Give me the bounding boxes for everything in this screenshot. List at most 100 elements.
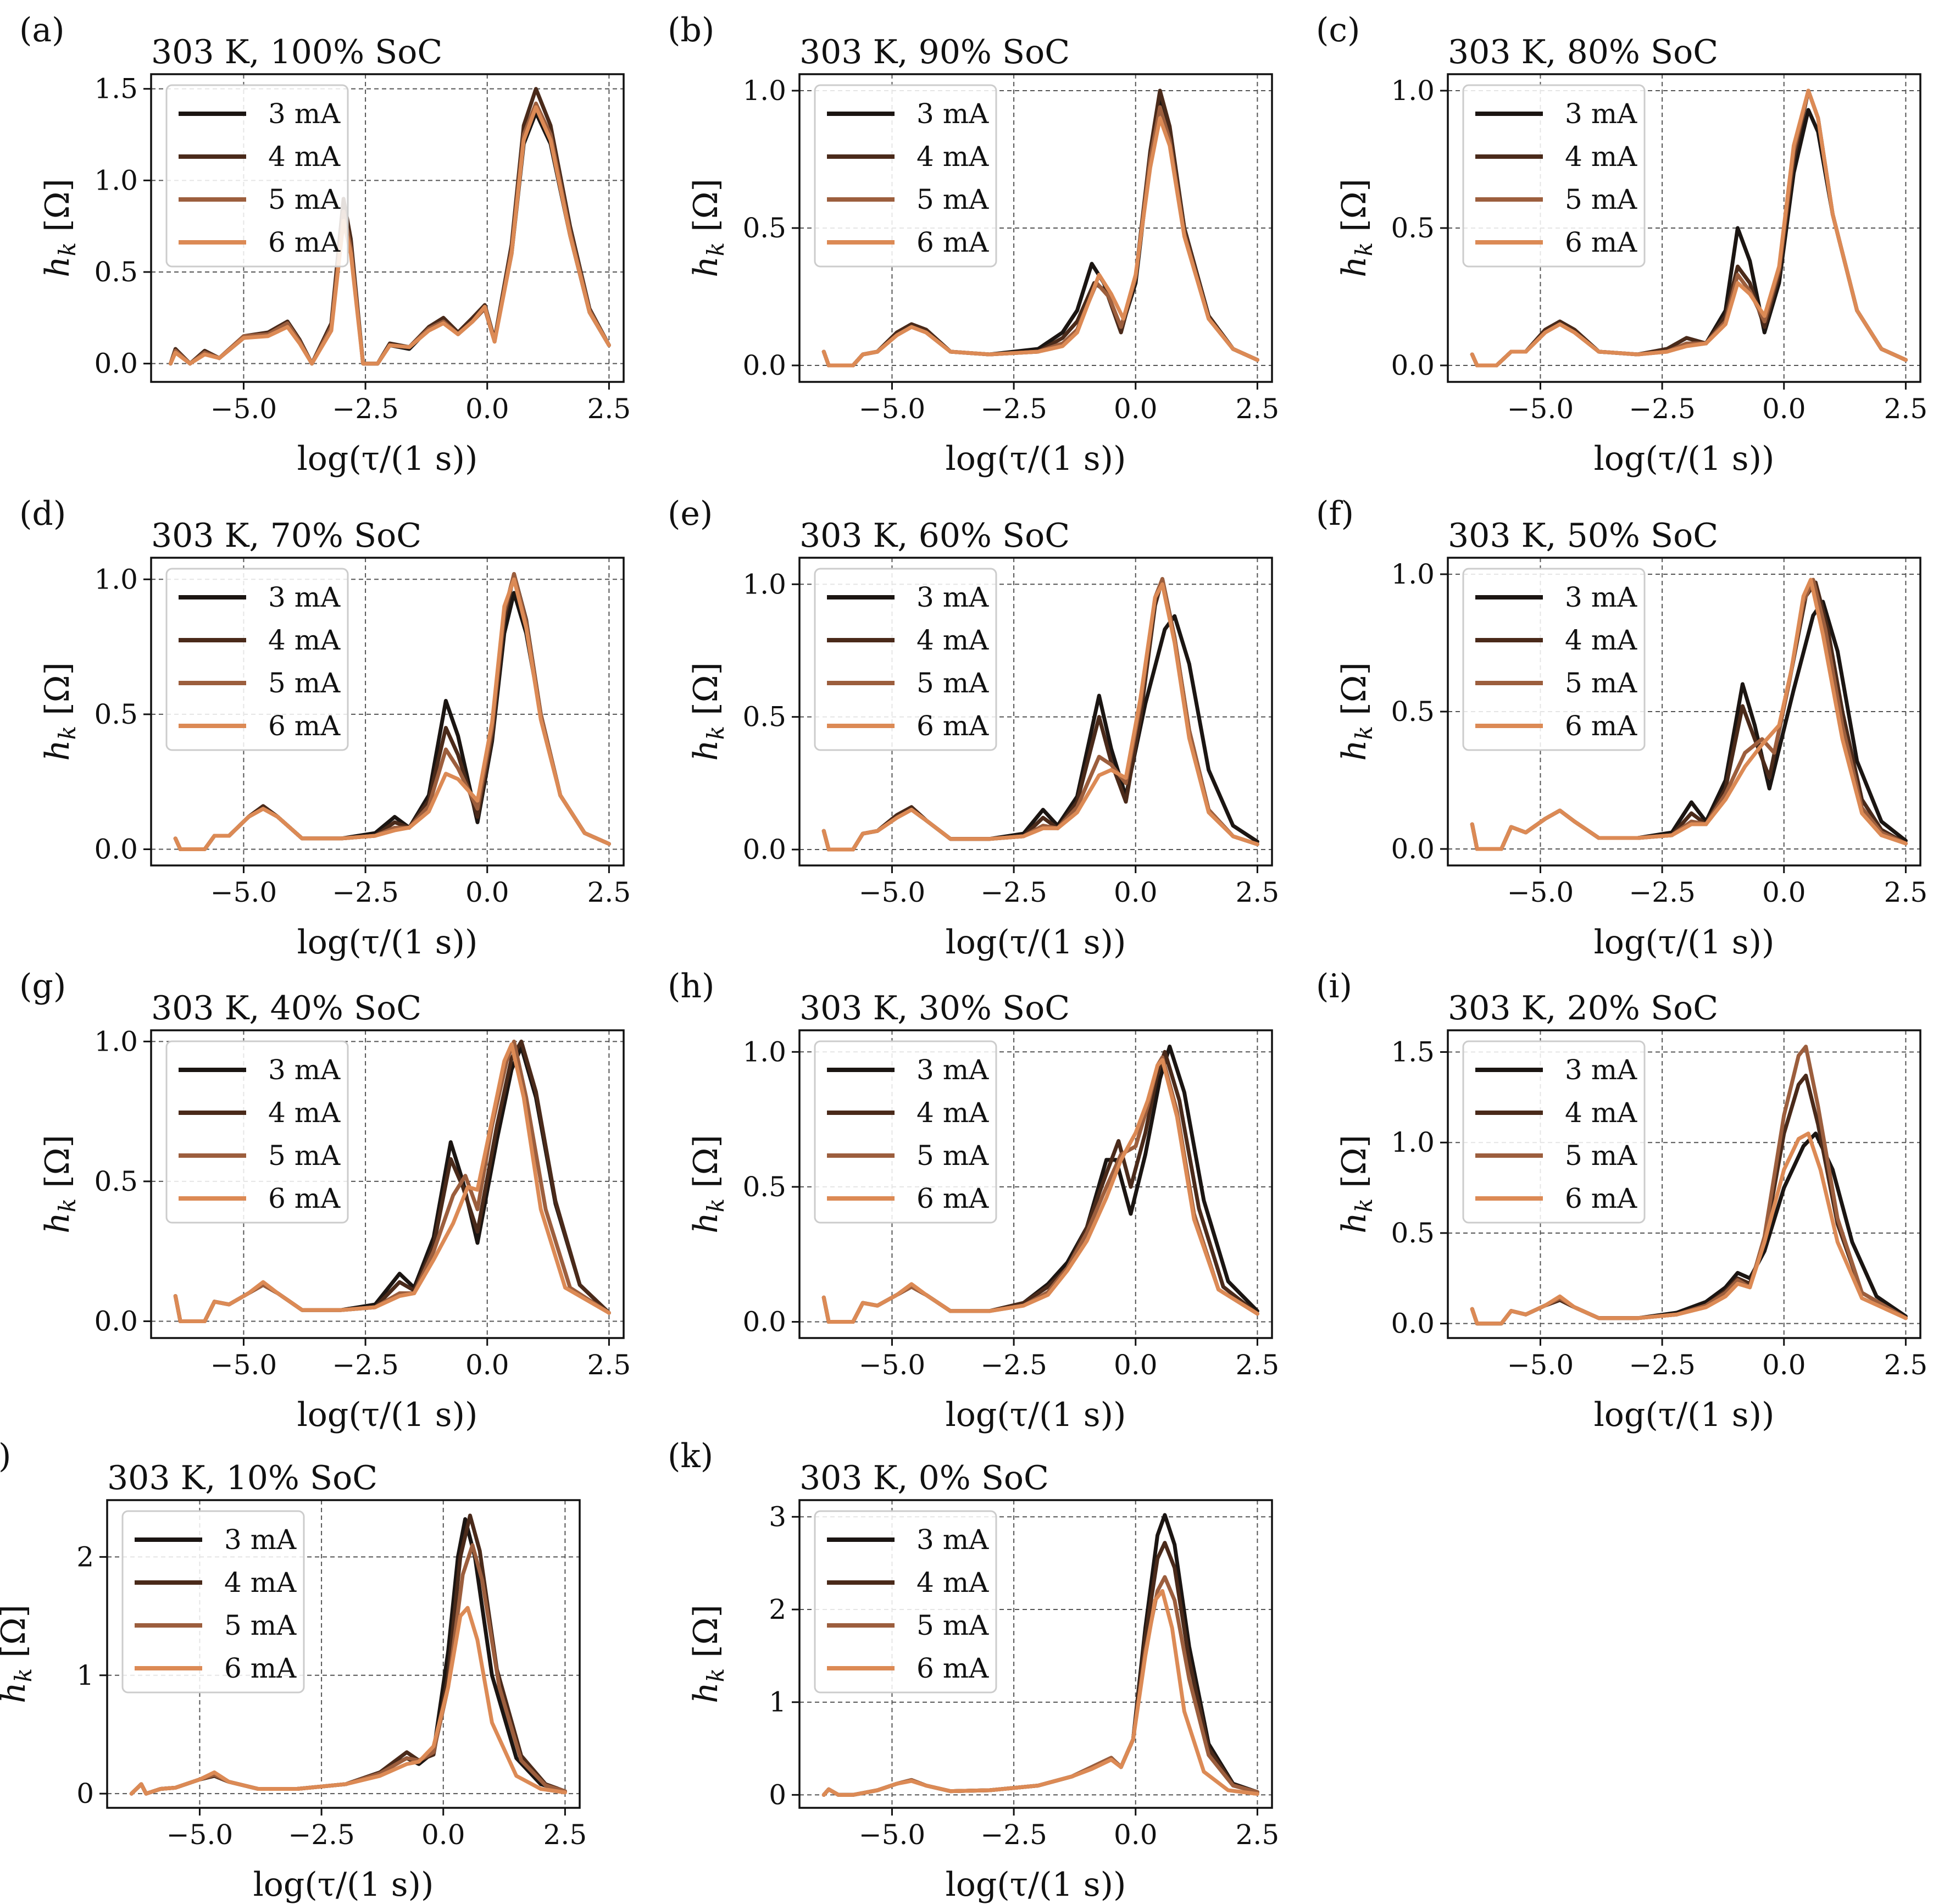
panel-letter: (j) (0, 1437, 11, 1475)
series-line-6-mA (821, 1058, 1259, 1324)
legend: 3 mA 4 mA 5 mA 6 mA (165, 1040, 349, 1224)
series-line-6-mA (173, 1042, 611, 1323)
legend-label: 3 mA (916, 1054, 989, 1086)
panel-c: −5.0 −2.5 0.0 2.5 0.0 0.5 1.0 log(τ/(1 s)) hk [Ω… (1316, 11, 1928, 478)
legend-box (165, 84, 349, 268)
y-tick-label: 0.5 (94, 256, 138, 288)
x-tick-label: 0.0 (421, 1819, 465, 1851)
x-tick-label: −5.0 (859, 1349, 925, 1381)
series-group (173, 572, 611, 851)
panel-k: −5.0 −2.5 0.0 2.5 0 1 2 3 log(τ/(1 s)) hk [Ω] (k) 3… (668, 1437, 1279, 1904)
legend-label: 4 mA (916, 1567, 989, 1598)
legend-label: 4 mA (268, 141, 341, 173)
y-tick-label: 0.0 (742, 1306, 786, 1338)
y-tick-label: 0.0 (94, 1305, 138, 1337)
axes-frame (798, 1029, 1273, 1339)
legend-label: 3 mA (268, 581, 341, 613)
y-axis-label: hk [Ω] (687, 662, 729, 761)
x-tick-label: 0.0 (465, 393, 509, 425)
x-axis-label: log(τ/(1 s)) (946, 1396, 1126, 1434)
x-tick-label: −5.0 (210, 1349, 277, 1381)
legend-label: 4 mA (268, 1097, 341, 1129)
legend-label: 6 mA (916, 1652, 989, 1684)
x-tick-label: −2.5 (980, 393, 1047, 425)
legend-label: 5 mA (224, 1609, 297, 1641)
y-axis-label: hk [Ω] (0, 1605, 37, 1703)
legend-label: 6 mA (1565, 710, 1637, 742)
panel-letter: (h) (668, 967, 714, 1006)
legend-label: 3 mA (1565, 1054, 1637, 1086)
legend: 3 mA 4 mA 5 mA 6 mA (814, 84, 997, 268)
legend-label: 3 mA (1565, 98, 1637, 130)
y-tick-label: 0.5 (1391, 696, 1435, 728)
series-group (129, 1513, 567, 1796)
legend-label: 3 mA (268, 1054, 341, 1086)
series-group (821, 1513, 1259, 1797)
legend: 3 mA 4 mA 5 mA 6 mA (165, 568, 349, 751)
y-tick-label: 0.0 (1391, 833, 1435, 865)
y-tick-label: 1.0 (742, 1036, 786, 1068)
series-group (821, 88, 1259, 368)
legend: 3 mA 4 mA 5 mA 6 mA (1462, 1040, 1646, 1224)
legend-label: 4 mA (916, 141, 989, 173)
x-tick-label: 2.5 (1884, 876, 1928, 908)
panel-g: −5.0 −2.5 0.0 2.5 0.0 0.5 1.0 log(τ/(1 s)) hk [Ω… (19, 967, 631, 1434)
x-axis-label: log(τ/(1 s)) (946, 440, 1126, 478)
x-tick-label: −2.5 (1629, 393, 1695, 425)
legend-label: 5 mA (268, 1140, 341, 1172)
legend-label: 4 mA (916, 624, 989, 656)
axes-frame (106, 1499, 581, 1809)
legend-label: 5 mA (916, 1609, 989, 1641)
series-line-6-mA (821, 116, 1259, 368)
y-axis-label: hk [Ω] (687, 1605, 729, 1703)
y-tick-label: 1.5 (1391, 1036, 1435, 1068)
panel-e: −5.0 −2.5 0.0 2.5 0.0 0.5 1.0 log(τ/(1 s)) hk [Ω… (668, 495, 1279, 962)
y-axis-label: hk [Ω] (38, 662, 81, 761)
x-tick-label: −2.5 (332, 876, 398, 908)
panel-i: −5.0 −2.5 0.0 2.5 0.0 0.5 1.0 1.5 log(τ/(1 s)) hk… (1316, 967, 1928, 1434)
x-tick-label: 2.5 (1236, 1349, 1280, 1381)
x-tick-label: −5.0 (859, 876, 925, 908)
panel-title: 303 K, 100% SoC (151, 33, 442, 71)
x-tick-label: −5.0 (1507, 393, 1574, 425)
x-axis-label: log(τ/(1 s)) (946, 923, 1126, 962)
panel-title: 303 K, 60% SoC (799, 517, 1070, 555)
legend-box (165, 568, 349, 751)
x-tick-label: 0.0 (1762, 1349, 1806, 1381)
series-group (821, 577, 1259, 852)
legend-label: 3 mA (224, 1524, 297, 1556)
y-tick-label: 1.0 (742, 568, 786, 600)
x-tick-label: 0.0 (1762, 876, 1806, 908)
panel-h: −5.0 −2.5 0.0 2.5 0.0 0.5 1.0 log(τ/(1 s)) hk [Ω… (668, 967, 1279, 1434)
series-line-6-mA (173, 577, 611, 851)
y-tick-label: 0 (769, 1779, 786, 1811)
y-axis-label: hk [Ω] (38, 1135, 81, 1234)
panel-b: −5.0 −2.5 0.0 2.5 0.0 0.5 1.0 log(τ/(1 s)) hk [Ω… (668, 11, 1279, 478)
y-tick-label: 1.0 (742, 75, 786, 107)
legend-label: 4 mA (1565, 1097, 1637, 1129)
y-axis-label: hk [Ω] (1335, 1135, 1377, 1234)
panel-f: −5.0 −2.5 0.0 2.5 0.0 0.5 1.0 log(τ/(1 s)) hk [Ω… (1316, 495, 1928, 962)
y-tick-label: 1.0 (1391, 558, 1435, 590)
legend-box (814, 568, 997, 751)
y-tick-label: 0.0 (742, 349, 786, 381)
x-axis-label: log(τ/(1 s)) (297, 440, 478, 478)
x-tick-label: 0.0 (1114, 1819, 1158, 1851)
panel-letter: (c) (1316, 11, 1360, 49)
y-tick-label: 0.0 (94, 348, 138, 380)
x-tick-label: 2.5 (587, 393, 631, 425)
legend: 3 mA 4 mA 5 mA 6 mA (1462, 84, 1646, 268)
y-axis-label: hk [Ω] (687, 1135, 729, 1234)
x-tick-label: −2.5 (1629, 1349, 1695, 1381)
legend-box (1462, 84, 1646, 268)
legend: 3 mA 4 mA 5 mA 6 mA (1462, 568, 1646, 751)
legend-label: 6 mA (1565, 226, 1637, 258)
legend-box (165, 1040, 349, 1224)
series-group (169, 87, 611, 366)
x-axis-label: log(τ/(1 s)) (1594, 923, 1775, 962)
x-tick-label: 2.5 (1884, 1349, 1928, 1381)
legend: 3 mA 4 mA 5 mA 6 mA (121, 1510, 305, 1694)
y-tick-label: 0.5 (94, 1165, 138, 1197)
x-tick-label: 2.5 (1236, 876, 1280, 908)
